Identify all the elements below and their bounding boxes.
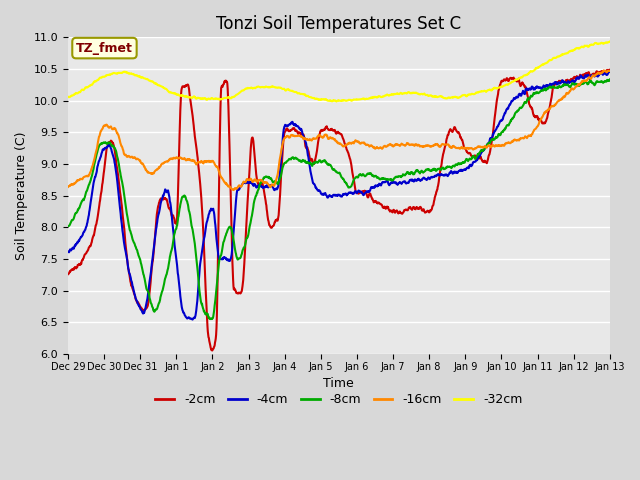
Y-axis label: Soil Temperature (C): Soil Temperature (C) [15,132,28,260]
Text: TZ_fmet: TZ_fmet [76,42,133,55]
Legend: -2cm, -4cm, -8cm, -16cm, -32cm: -2cm, -4cm, -8cm, -16cm, -32cm [150,388,527,411]
Title: Tonzi Soil Temperatures Set C: Tonzi Soil Temperatures Set C [216,15,461,33]
X-axis label: Time: Time [323,377,354,390]
